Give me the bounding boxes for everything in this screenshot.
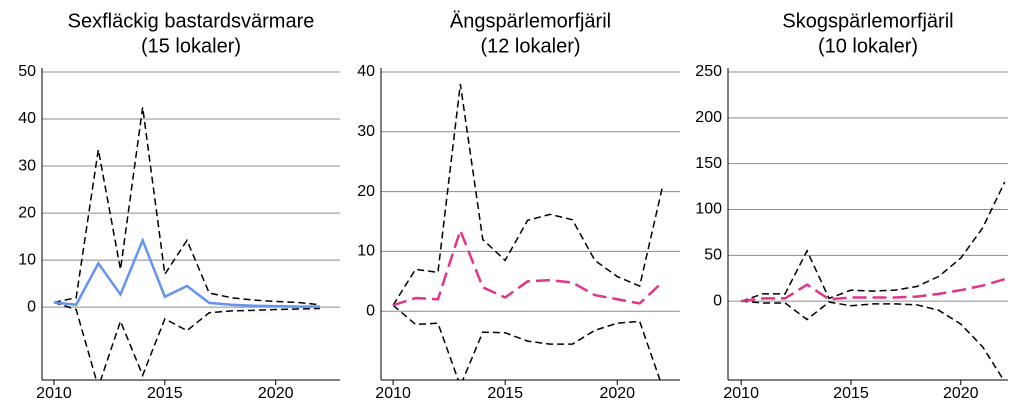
- y-tick-label: 250: [695, 63, 722, 80]
- y-tick-label: 200: [695, 109, 722, 126]
- series-line: [53, 236, 321, 308]
- x-tick-label: 2015: [487, 385, 523, 402]
- y-tick-label: 0: [713, 292, 722, 309]
- y-tick-label: 0: [366, 302, 375, 319]
- series-line: [53, 107, 321, 306]
- series-line: [392, 226, 663, 307]
- chart-subtitle: (10 lokaler): [818, 35, 918, 57]
- series-line: [392, 83, 663, 306]
- x-tick-label: 2010: [36, 385, 72, 402]
- chart-title: Skogspärlemorfjäril: [782, 10, 953, 32]
- y-tick-label: 10: [18, 251, 36, 268]
- y-tick-label: 50: [704, 247, 722, 264]
- chart-title: Ängspärlemorfjäril: [450, 10, 611, 32]
- x-tick-label: 2020: [599, 385, 635, 402]
- panel: Ängspärlemorfjäril (12 lokaler) 0 10 20 30 40 2…: [357, 10, 680, 402]
- x-tick-label: 2020: [943, 385, 979, 402]
- series-line: [53, 301, 321, 380]
- y-tick-label: 100: [695, 201, 722, 218]
- y-tick-label: 20: [357, 183, 375, 200]
- y-tick-label: 40: [357, 63, 375, 80]
- x-tick-label: 2010: [723, 385, 759, 402]
- x-tick-label: 2015: [833, 385, 869, 402]
- y-tick-label: 0: [27, 298, 36, 315]
- series-line: [392, 304, 661, 380]
- chart-title: Sexfläckig bastardsvärmare: [68, 10, 315, 32]
- y-tick-label: 10: [357, 243, 375, 260]
- y-tick-label: 20: [18, 204, 36, 221]
- series-line: [741, 300, 1005, 380]
- panel: Sexfläckig bastardsvärmare (15 lokaler) 0 1…: [18, 10, 340, 402]
- y-tick-label: 30: [18, 157, 36, 174]
- y-tick-label: 50: [18, 63, 36, 80]
- y-tick-label: 150: [695, 155, 722, 172]
- chart-subtitle: (12 lokaler): [480, 35, 580, 57]
- series-line: [740, 181, 1006, 302]
- series-line: [741, 277, 1006, 303]
- x-tick-label: 2015: [147, 385, 183, 402]
- panel: Skogspärlemorfjäril (10 lokaler) 0 50 100 150…: [695, 10, 1008, 402]
- y-tick-label: 30: [357, 123, 375, 140]
- chart-subtitle: (15 lokaler): [141, 35, 241, 57]
- x-tick-label: 2010: [375, 385, 411, 402]
- y-tick-label: 40: [18, 110, 36, 127]
- x-tick-label: 2020: [258, 385, 294, 402]
